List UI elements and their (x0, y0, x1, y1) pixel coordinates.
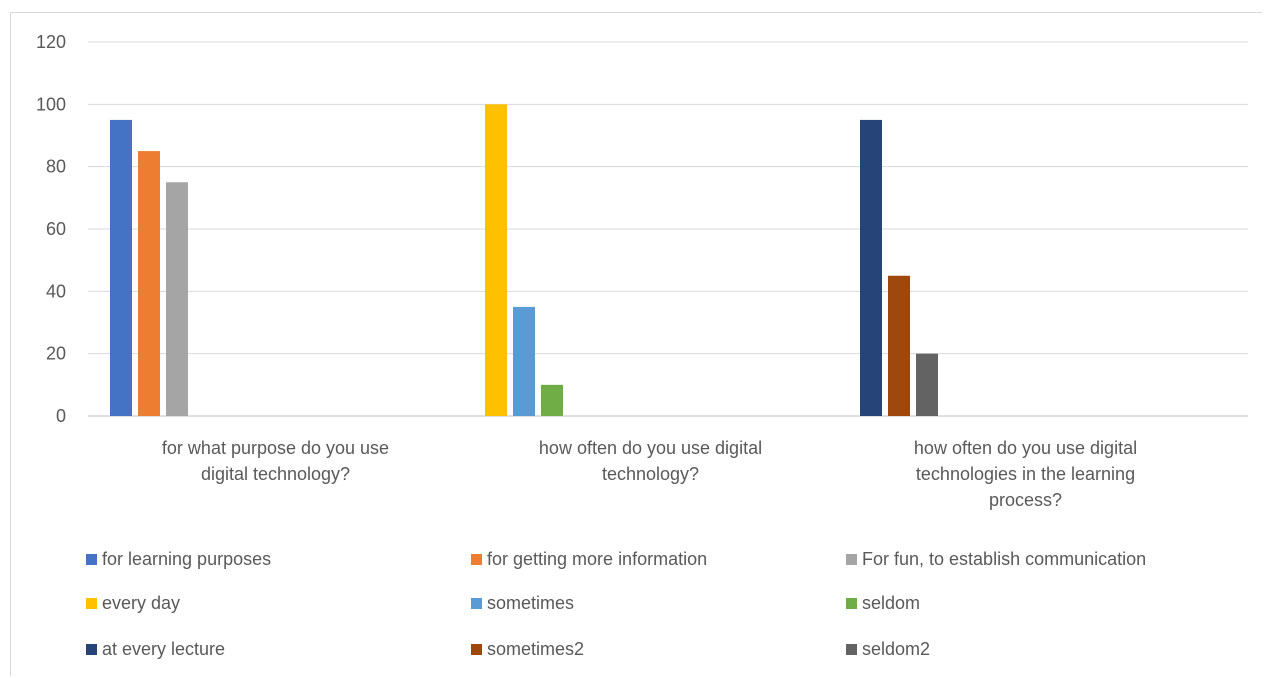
y-tick-label: 80 (46, 157, 66, 177)
bar-seldom (541, 384, 563, 416)
legend-label: seldom (862, 593, 920, 613)
category-label: for what purpose do you use (162, 438, 389, 458)
y-axis-ticks: 0 20 40 60 80 100 120 (36, 32, 66, 426)
legend-label: at every lecture (102, 639, 225, 659)
bar-every-day (485, 104, 507, 416)
legend-label: for learning purposes (102, 549, 271, 569)
y-tick-label: 120 (36, 32, 66, 52)
category-labels: for what purpose do you use digital techn… (162, 438, 1137, 510)
legend-label: every day (102, 593, 180, 613)
category-label: technologies in the learning (916, 464, 1135, 484)
legend-swatch (86, 554, 97, 565)
bar-at-every-lecture (860, 119, 882, 417)
category-label: digital technology? (201, 464, 350, 484)
bar-sometimes (513, 306, 535, 416)
category-label: process? (989, 490, 1062, 510)
legend-swatch (846, 644, 857, 655)
legend-label: seldom2 (862, 639, 930, 659)
category-label: how often do you use digital (914, 438, 1137, 458)
bars (110, 104, 938, 417)
bar-sometimes2 (888, 275, 910, 416)
category-label: technology? (602, 464, 699, 484)
y-tick-label: 100 (36, 94, 66, 114)
legend-swatch (471, 598, 482, 609)
legend-label: sometimes2 (487, 639, 584, 659)
legend-swatch (471, 644, 482, 655)
y-tick-label: 20 (46, 344, 66, 364)
y-tick-label: 40 (46, 281, 66, 301)
y-tick-label: 0 (56, 406, 66, 426)
bar-for-getting-more-information (138, 151, 160, 417)
legend-swatch (86, 644, 97, 655)
y-tick-label: 60 (46, 219, 66, 239)
bar-for-fun-to-establish-communication (166, 182, 188, 416)
legend-swatch (471, 554, 482, 565)
bar-for-learning-purposes (110, 119, 132, 417)
legend-label: sometimes (487, 593, 574, 613)
legend-swatch (86, 598, 97, 609)
chart-frame (10, 12, 1262, 676)
gridlines (88, 41, 1248, 417)
legend-label: for getting more information (487, 549, 707, 569)
legend-swatch (846, 598, 857, 609)
category-label: how often do you use digital (539, 438, 762, 458)
legend-label: For fun, to establish communication (862, 549, 1146, 569)
bar-seldom2 (916, 353, 938, 416)
legend-swatch (846, 554, 857, 565)
legend: for learning purposes for getting more in… (86, 549, 1146, 659)
